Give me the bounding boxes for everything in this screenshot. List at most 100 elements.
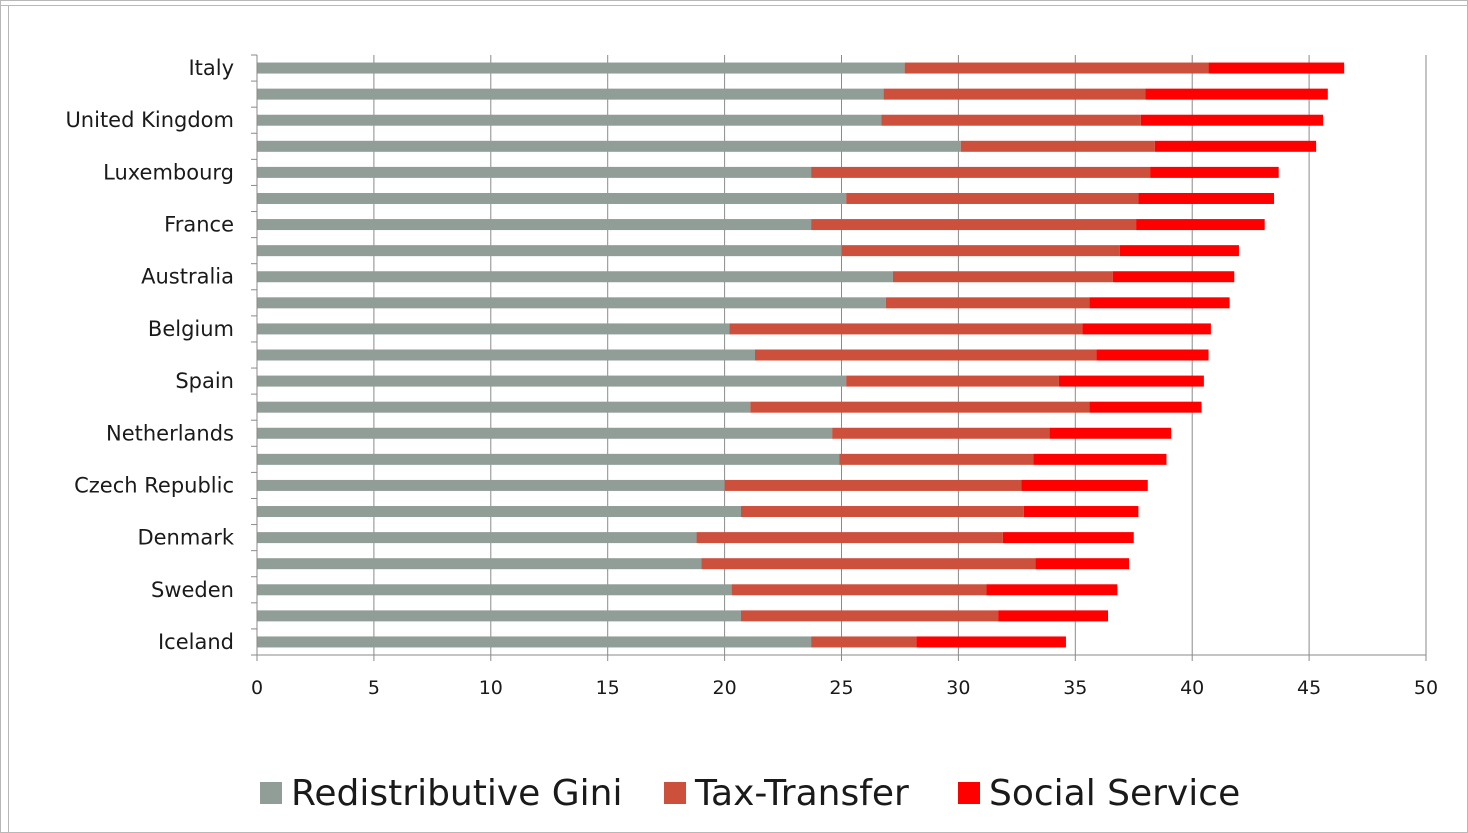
bar-segment — [257, 375, 847, 387]
bar-segment — [729, 323, 1083, 335]
bar-segment — [1021, 479, 1148, 491]
y-tick-label: Australia — [141, 265, 234, 289]
y-tick-label: Iceland — [158, 630, 234, 654]
bar-segment — [257, 62, 905, 74]
bar-segment — [257, 636, 812, 648]
bar-segment — [1154, 140, 1317, 152]
y-tick-label: France — [164, 213, 234, 237]
y-tick-label: Belgium — [148, 317, 234, 341]
y-tick-label: Luxembourg — [103, 160, 234, 184]
bar-segment — [904, 62, 1209, 74]
bar-segment — [257, 558, 702, 570]
x-tick-label: 30 — [946, 677, 970, 699]
bar-segment — [1096, 349, 1209, 361]
bar-segment — [846, 375, 1059, 387]
bar-segment — [1136, 219, 1265, 231]
x-tick-label: 0 — [251, 677, 263, 699]
bar-segment — [257, 610, 741, 622]
y-tick-label: Netherlands — [106, 421, 234, 445]
legend-swatch — [664, 782, 686, 804]
y-tick-label: United Kingdom — [65, 108, 234, 132]
bar-segment — [257, 479, 725, 491]
bar-segment — [740, 506, 1024, 518]
bar-segment — [257, 401, 751, 413]
axes — [251, 54, 1427, 661]
x-tick-label: 20 — [713, 677, 737, 699]
bar-segment — [1150, 166, 1279, 178]
y-tick-label: Sweden — [151, 578, 234, 602]
bar-segment — [1089, 401, 1202, 413]
bar-segment — [750, 401, 1090, 413]
bar-segment — [1089, 297, 1230, 309]
bar-segment — [257, 114, 882, 126]
bar-segment — [257, 453, 840, 465]
legend-label: Tax-Transfer — [694, 773, 909, 814]
x-tick-label: 40 — [1180, 677, 1204, 699]
bar-segment — [257, 323, 730, 335]
bar-segment — [257, 297, 886, 309]
bars — [257, 62, 1345, 648]
bar-segment — [1119, 245, 1239, 257]
bar-segment — [1023, 506, 1139, 518]
bar-segment — [257, 219, 812, 231]
x-tick-label: 25 — [829, 677, 853, 699]
bar-segment — [257, 506, 741, 518]
x-tick-label: 15 — [596, 677, 620, 699]
bar-segment — [257, 349, 755, 361]
frame-top-border — [0, 5, 1468, 6]
bar-segment — [1033, 453, 1167, 465]
bar-segment — [883, 88, 1146, 100]
legend: Redistributive Gini Tax-Transfer Social Se… — [260, 773, 1240, 814]
bar-segment — [811, 636, 917, 648]
x-tick-label: 5 — [368, 677, 380, 699]
bar-segment — [1145, 88, 1328, 100]
bar-segment — [696, 532, 1003, 544]
bar-segment — [257, 271, 893, 283]
bar-segment — [731, 584, 987, 596]
y-axis-labels: Italy United Kingdom Luxembourg France Austr… — [65, 56, 234, 654]
frame-left-border — [8, 5, 9, 833]
bar-segment — [960, 140, 1155, 152]
y-tick-label: Italy — [188, 56, 234, 80]
y-tick-label: Spain — [175, 369, 234, 393]
legend-swatch — [260, 782, 282, 804]
bar-segment — [811, 166, 1151, 178]
y-tick-label: Denmark — [137, 526, 234, 550]
bar-segment — [1002, 532, 1134, 544]
bar-segment — [1035, 558, 1130, 570]
x-axis-labels: 0 5 10 15 20 25 30 35 40 45 50 — [251, 677, 1438, 699]
bar-segment — [740, 610, 999, 622]
x-tick-label: 10 — [479, 677, 503, 699]
bar-segment — [846, 192, 1139, 204]
bar-segment — [701, 558, 1036, 570]
bar-segment — [998, 610, 1109, 622]
bar-segment — [257, 245, 842, 257]
bar-segment — [257, 192, 847, 204]
bar-segment — [892, 271, 1113, 283]
bar-segment — [257, 427, 833, 439]
bar-segment — [1140, 114, 1324, 126]
bar-segment — [916, 636, 1066, 648]
y-tick-label: Czech Republic — [74, 473, 234, 497]
legend-swatch — [958, 782, 980, 804]
bar-segment — [257, 140, 961, 152]
bar-segment — [811, 219, 1137, 231]
bar-segment — [1138, 192, 1275, 204]
bar-segment — [881, 114, 1141, 126]
bar-segment — [841, 245, 1120, 257]
bar-segment — [839, 453, 1034, 465]
bar-segment — [257, 584, 732, 596]
bar-segment — [1058, 375, 1204, 387]
bar-segment — [257, 166, 812, 178]
bar-segment — [724, 479, 1022, 491]
bar-segment — [754, 349, 1097, 361]
bar-segment — [885, 297, 1090, 309]
bar-segment — [1082, 323, 1211, 335]
x-tick-label: 45 — [1297, 677, 1321, 699]
bar-segment — [1049, 427, 1172, 439]
x-tick-label: 50 — [1414, 677, 1438, 699]
bar-segment — [986, 584, 1118, 596]
legend-label: Social Service — [989, 773, 1240, 814]
